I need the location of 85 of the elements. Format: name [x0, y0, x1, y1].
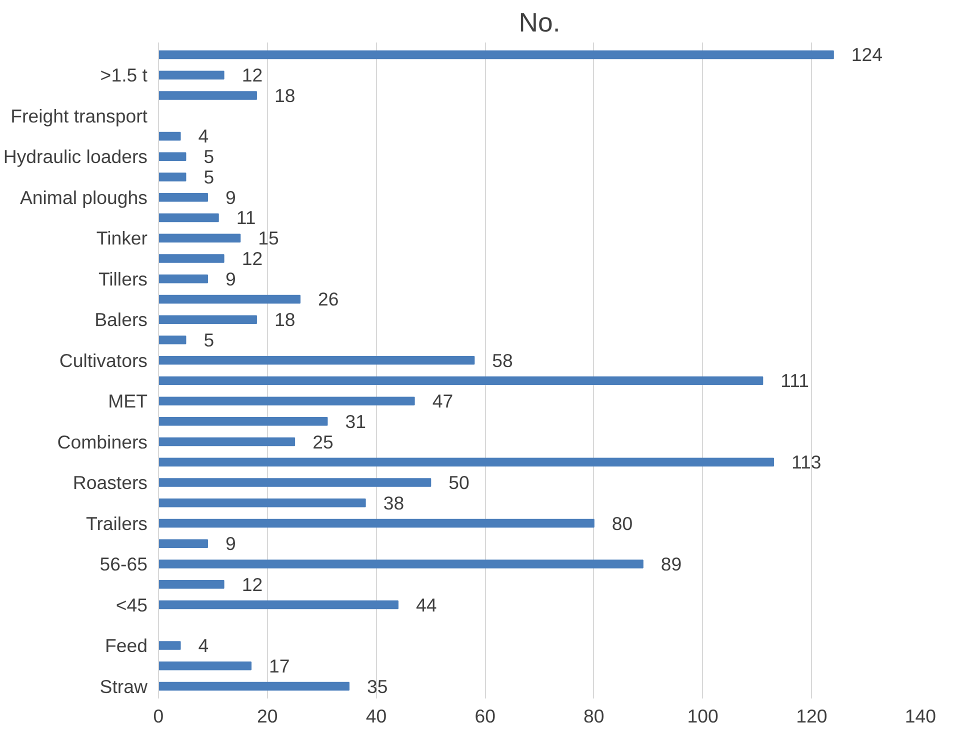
y-tick-label: Hydraulic loaders	[3, 146, 148, 168]
data-label: 5	[204, 329, 214, 350]
bar	[158, 274, 208, 284]
y-tick-label: Combiners	[57, 431, 148, 452]
bar	[158, 336, 186, 344]
data-label: 31	[345, 410, 366, 432]
y-tick-label: Freight transport	[10, 105, 148, 126]
bar	[158, 560, 644, 568]
data-label: 58	[492, 350, 513, 371]
data-label: 12	[242, 574, 263, 595]
bar	[158, 682, 350, 691]
x-tick-label: 60	[474, 706, 496, 726]
data-label: 11	[236, 207, 256, 228]
bar	[158, 458, 774, 467]
chart-title: No.	[518, 8, 560, 38]
data-label: 111	[780, 370, 810, 392]
y-tick-label: Roasters	[72, 472, 148, 494]
y-tick-label: Trailers	[86, 512, 148, 534]
y-tick-label: Tillers	[98, 268, 148, 290]
data-label: 4	[198, 635, 209, 656]
bar	[158, 172, 186, 182]
bar	[158, 356, 475, 365]
bar	[158, 213, 219, 222]
bar	[158, 70, 224, 80]
data-label: 26	[318, 288, 339, 310]
bar	[158, 396, 415, 406]
y-tick-label: Animal ploughs	[20, 186, 148, 208]
bar	[158, 437, 296, 446]
bar	[158, 376, 764, 386]
data-label: 124	[851, 44, 883, 66]
data-label: 113	[792, 452, 822, 473]
bar	[158, 478, 432, 487]
bar	[158, 132, 181, 141]
data-label: 35	[367, 676, 388, 697]
bar	[158, 152, 186, 161]
bar	[158, 254, 224, 263]
y-tick-label: MET	[108, 390, 148, 412]
x-tick-label: 20	[256, 706, 278, 726]
x-tick-label: 40	[366, 706, 387, 726]
y-tick-label: Feed	[104, 635, 148, 656]
bar	[158, 600, 398, 610]
data-label: 15	[258, 228, 279, 249]
data-label: 5	[204, 166, 214, 188]
bar	[158, 498, 366, 508]
data-label: 50	[448, 472, 470, 494]
bar	[158, 641, 181, 650]
y-tick-label: 56-65	[100, 554, 148, 575]
bar	[158, 518, 594, 528]
bar	[158, 192, 208, 202]
x-tick-label: 140	[904, 706, 936, 726]
y-tick-label: Tinker	[96, 228, 148, 249]
bar	[158, 50, 834, 60]
data-label: 38	[383, 492, 404, 514]
data-label: 9	[225, 533, 236, 554]
data-label: 17	[269, 655, 290, 676]
x-tick-label: 120	[796, 706, 828, 726]
data-label: 12	[242, 64, 263, 86]
x-tick-label: 80	[584, 706, 604, 726]
data-label: 47	[432, 390, 454, 412]
data-label: 80	[612, 512, 633, 534]
data-label: 18	[274, 84, 296, 106]
x-tick-label: 100	[687, 706, 718, 726]
data-label: 89	[660, 554, 682, 575]
y-tick-label: <45	[116, 594, 148, 616]
data-label: 9	[225, 186, 236, 208]
y-tick-label: Straw	[100, 676, 148, 697]
data-label: 9	[225, 268, 236, 290]
data-label: 44	[416, 594, 437, 616]
bar	[158, 580, 224, 589]
bar	[158, 91, 257, 100]
bar	[158, 234, 241, 242]
bar	[158, 662, 252, 670]
bar	[158, 315, 257, 324]
data-label: 4	[198, 126, 209, 147]
bar	[158, 294, 301, 304]
data-label: 12	[242, 248, 263, 269]
data-label: 5	[204, 146, 214, 168]
bar	[158, 417, 328, 426]
x-tick-label: 0	[153, 706, 164, 726]
y-tick-label: Cultivators	[59, 350, 148, 371]
bar	[158, 539, 208, 548]
y-tick-label: >1.5 t	[100, 64, 148, 86]
y-tick-label: Balers	[94, 309, 148, 330]
data-label: 18	[274, 309, 296, 330]
data-label: 25	[312, 431, 334, 452]
